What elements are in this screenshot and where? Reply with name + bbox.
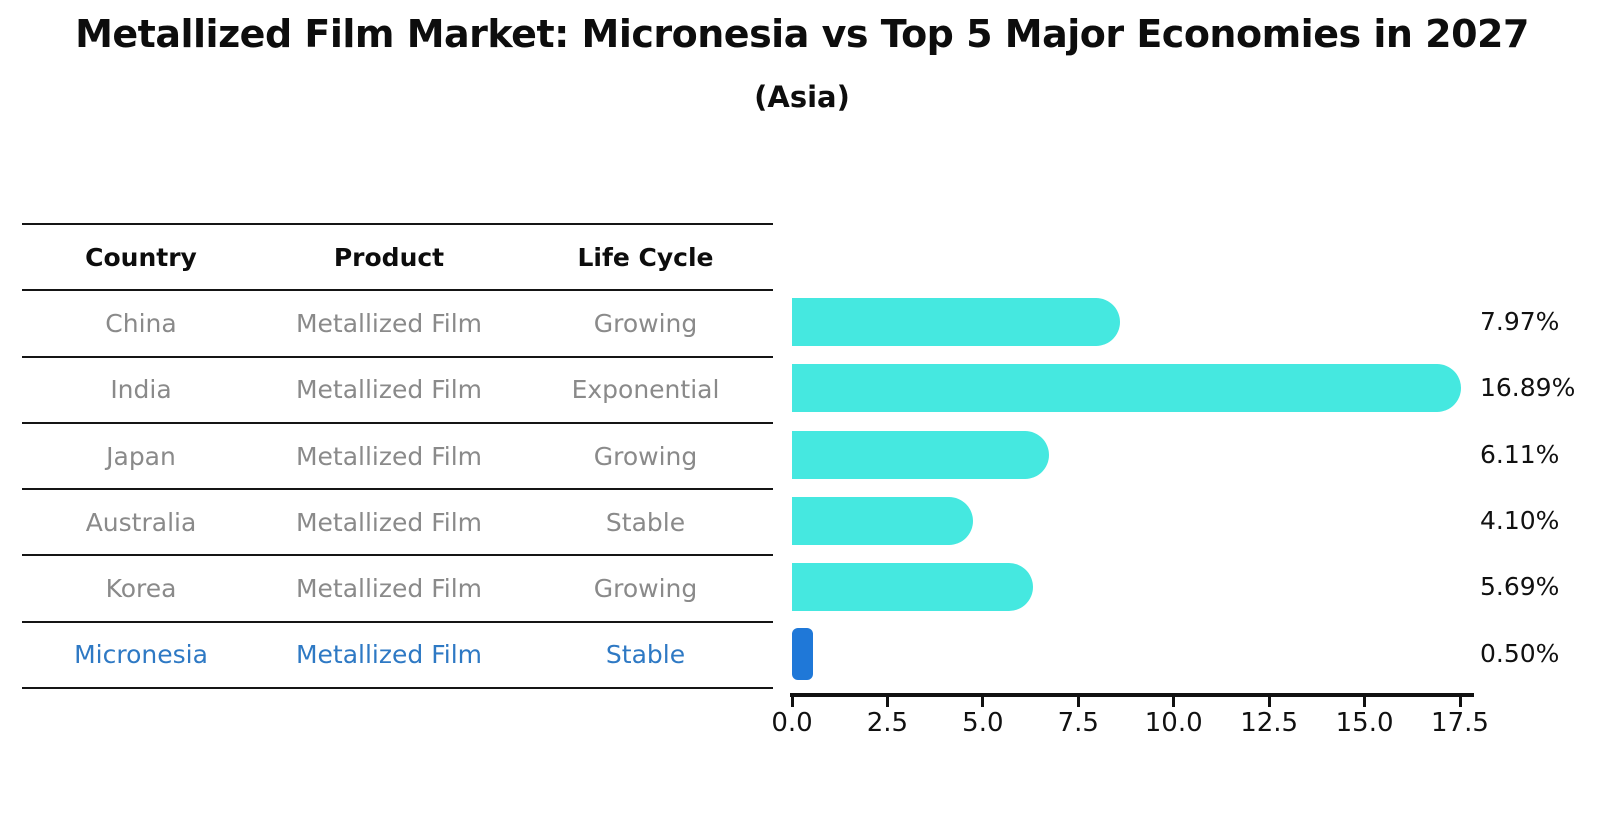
bar-india — [792, 364, 1461, 413]
life-cycle-cell: Stable — [605, 507, 686, 537]
x-axis-tick-label: 10.0 — [1144, 708, 1203, 738]
table-row-india: India Metallized Film Exponential — [22, 358, 773, 424]
header-country: Country — [85, 242, 197, 272]
country-cell: Australia — [85, 507, 197, 537]
country-info-table: Country Product Life Cycle China Metalliz… — [22, 223, 773, 690]
x-axis-tick-label: 7.5 — [1057, 708, 1099, 738]
x-axis-tick — [1172, 696, 1176, 707]
header-product: Product — [333, 242, 445, 272]
table-row-china: China Metallized Film Growing — [22, 291, 773, 358]
table-row-korea: Korea Metallized Film Growing — [22, 556, 773, 623]
x-axis-tick — [1458, 696, 1462, 707]
product-cell: Metallized Film — [295, 640, 483, 670]
life-cycle-cell: Growing — [593, 574, 698, 604]
table-row-japan: Japan Metallized Film Growing — [22, 424, 773, 491]
x-axis-tick — [981, 696, 985, 707]
life-cycle-cell: Stable — [605, 640, 686, 670]
bar-value-label-korea: 5.69% — [1480, 572, 1560, 602]
product-cell: Metallized Film — [295, 507, 483, 537]
life-cycle-cell: Growing — [593, 308, 698, 338]
life-cycle-cell: Exponential — [571, 375, 720, 405]
product-cell: Metallized Film — [295, 308, 483, 338]
bar-value-label-china: 7.97% — [1480, 307, 1560, 336]
bar-china — [792, 298, 1121, 347]
x-axis-tick-label: 17.5 — [1431, 708, 1489, 738]
bar-korea — [792, 563, 1034, 612]
bar-value-label-japan: 6.11% — [1480, 439, 1560, 469]
chart-title: Metallized Film Market: Micronesia vs To… — [75, 12, 1529, 56]
country-cell: Korea — [105, 574, 177, 604]
x-axis-tick — [1363, 696, 1367, 707]
life-cycle-cell: Growing — [593, 441, 698, 471]
table-row-micronesia: Micronesia Metallized Film Stable — [22, 623, 773, 690]
product-cell: Metallized Film — [295, 574, 483, 604]
country-cell: India — [110, 375, 172, 405]
x-axis-line — [790, 693, 1474, 697]
x-axis-tick-label: 15.0 — [1335, 708, 1394, 738]
x-axis-tick — [1076, 696, 1080, 707]
bar-australia — [792, 497, 973, 546]
x-axis-tick — [1267, 696, 1271, 707]
product-cell: Metallized Film — [295, 441, 483, 471]
country-cell: Japan — [106, 441, 176, 471]
country-cell: Micronesia — [74, 640, 208, 670]
table-header-row: Country Product Life Cycle — [22, 225, 773, 292]
x-axis-tick-label: 0.0 — [771, 708, 813, 738]
bar-micronesia — [792, 627, 813, 680]
x-axis-tick — [885, 696, 889, 707]
header-life-cycle: Life Cycle — [577, 242, 714, 272]
product-cell: Metallized Film — [295, 375, 483, 405]
bar-value-label-india: 16.89% — [1480, 373, 1576, 403]
chart-subtitle: (Asia) — [754, 80, 850, 114]
country-cell: China — [105, 308, 177, 338]
x-axis-tick — [790, 696, 794, 707]
x-axis-tick-label: 5.0 — [962, 708, 1004, 738]
bar-value-label-australia: 4.10% — [1480, 505, 1560, 535]
table-row-australia: Australia Metallized Film Stable — [22, 490, 773, 557]
x-axis-tick-label: 2.5 — [866, 708, 909, 738]
bar-japan — [792, 430, 1050, 479]
x-axis-tick-label: 12.5 — [1240, 708, 1299, 738]
bar-value-label-micronesia: 0.50% — [1480, 638, 1560, 668]
